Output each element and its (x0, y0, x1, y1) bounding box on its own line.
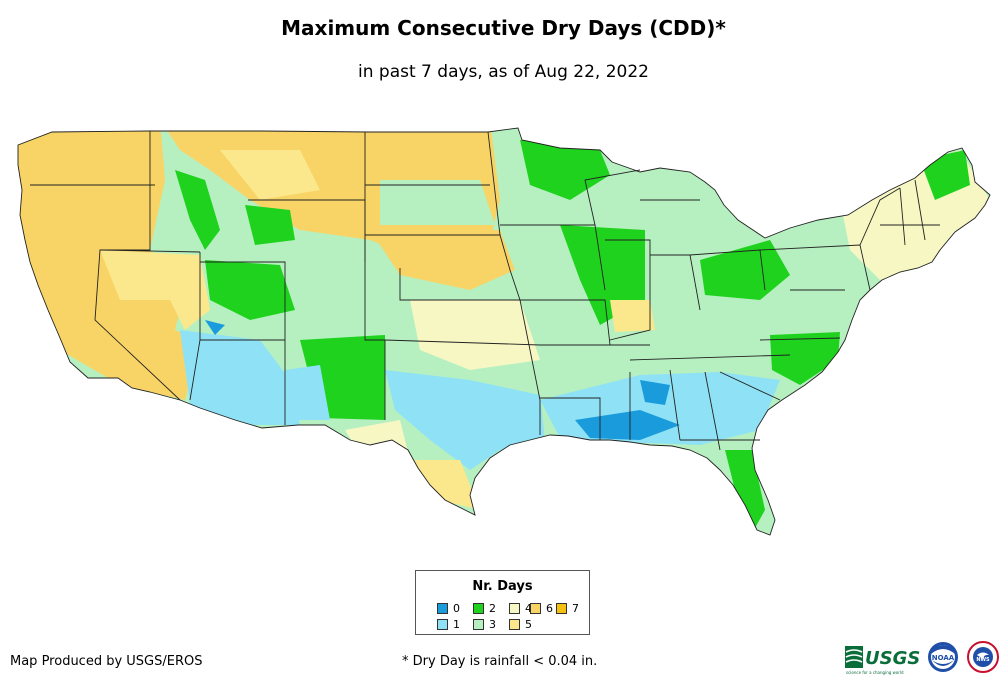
noaa-logo: NOAA (928, 642, 958, 672)
cdd-map (17, 127, 991, 536)
legend-swatch-3 (473, 619, 484, 630)
region-ohio-2day (700, 240, 790, 300)
nws-logo: NWS (967, 641, 999, 673)
legend: Nr. Days 0 1 2 3 4 5 6 7 (415, 570, 590, 635)
legend-item-3: 3 (473, 618, 496, 631)
dry-days-regions (18, 128, 990, 528)
legend-swatch-4 (509, 603, 520, 614)
region-missouri-5day (610, 300, 655, 332)
legend-label-5: 5 (525, 618, 532, 631)
region-southdakota-3day (380, 180, 495, 225)
region-wyoming-2day (245, 205, 295, 245)
map-subtitle: in past 7 days, as of Aug 22, 2022 (358, 62, 649, 82)
legend-label-6: 6 (546, 602, 553, 615)
state-boundaries (17, 127, 991, 536)
region-texas-5day (410, 460, 480, 510)
region-minnesota-2day (520, 140, 610, 200)
region-montana-5day (220, 150, 320, 200)
legend-swatch-0 (437, 603, 448, 614)
legend-swatch-2 (473, 603, 484, 614)
region-utah-2day (205, 260, 295, 320)
legend-item-7: 7 (556, 602, 579, 615)
region-kansas-4day (410, 300, 540, 370)
noaa-logo-text: NOAA (932, 654, 955, 662)
region-gulf-0day (575, 410, 680, 440)
legend-item-1: 1 (437, 618, 460, 631)
legend-label-0: 0 (453, 602, 460, 615)
legend-item-0: 0 (437, 602, 460, 615)
legend-item-6: 6 (530, 602, 553, 615)
region-nevada-5day (100, 250, 210, 330)
legend-item-4: 4 (509, 602, 532, 615)
legend-swatch-7 (556, 603, 567, 614)
region-rockies-2day (175, 170, 220, 250)
legend-swatch-1 (437, 619, 448, 630)
region-nebraska-6day (370, 230, 515, 290)
region-arizona-1day (180, 330, 300, 425)
map-credit: Map Produced by USGS/EROS (10, 654, 203, 669)
region-alabama-0day (640, 380, 670, 405)
legend-item-2: 2 (473, 602, 496, 615)
legend-title: Nr. Days (472, 579, 533, 594)
legend-label-3: 3 (489, 618, 496, 631)
nws-logo-text: NWS (976, 657, 990, 663)
region-carolinas-2day (770, 332, 840, 385)
usgs-logo-text: USGS (865, 648, 920, 669)
usgs-logo: USGS science for a changing world (845, 646, 920, 675)
legend-swatch-5 (509, 619, 520, 630)
legend-label-2: 2 (489, 602, 496, 615)
region-florida-2day (725, 450, 765, 528)
region-texas-1day (385, 370, 545, 470)
legend-swatch-6 (530, 603, 541, 614)
dry-day-footnote: * Dry Day is rainfall < 0.04 in. (402, 654, 598, 669)
legend-label-7: 7 (572, 602, 579, 615)
region-arizona-0day (205, 320, 225, 335)
legend-label-1: 1 (453, 618, 460, 631)
region-nm-1day (285, 365, 330, 420)
legend-label-4: 4 (525, 602, 532, 615)
agency-logos: USGS science for a changing world NOAA N… (843, 638, 1003, 682)
map-title: Maximum Consecutive Dry Days (CDD)* (281, 16, 726, 40)
usgs-tagline: science for a changing world (846, 670, 904, 675)
legend-item-5: 5 (509, 618, 532, 631)
